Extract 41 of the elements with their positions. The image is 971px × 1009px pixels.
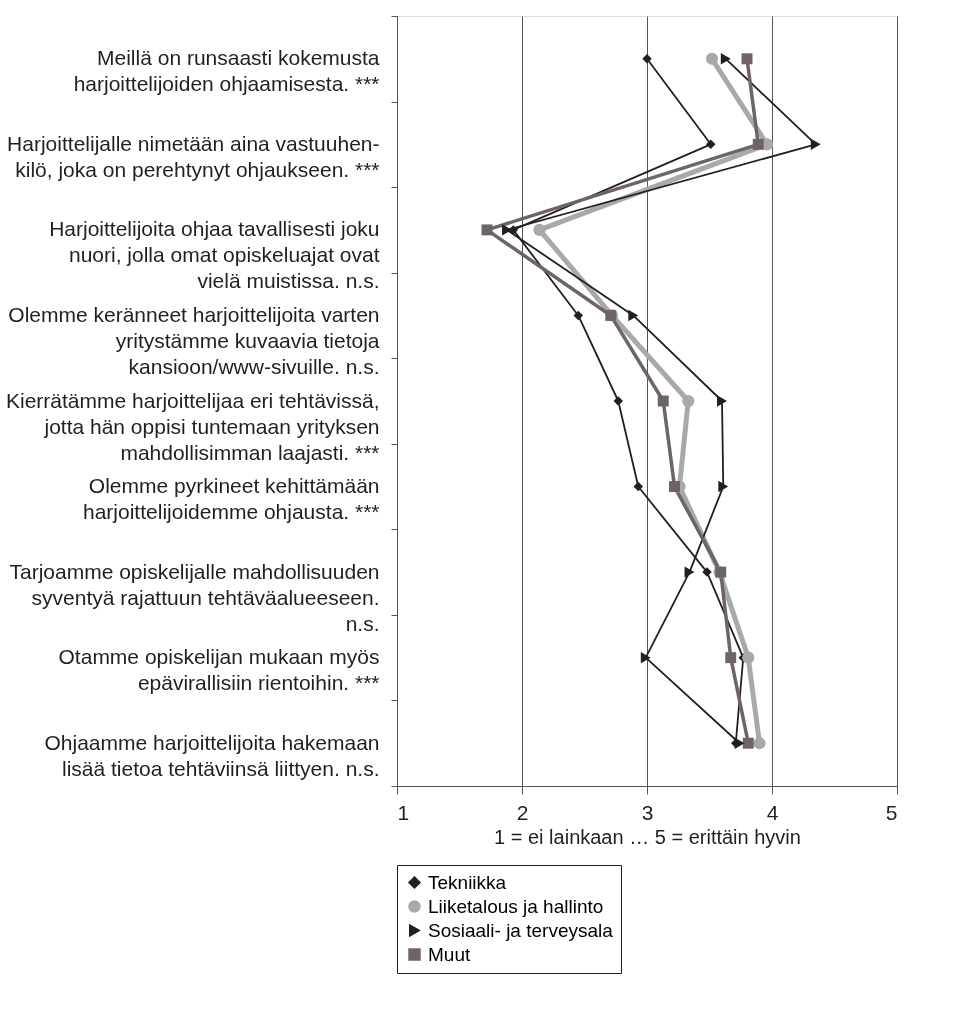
point	[682, 394, 695, 408]
y-tick-label: Tarjoamme opiskelijalle mahdollisuuden syventyä rajattuun tehtäväalueeseen. n.s.	[9, 559, 380, 635]
point	[684, 566, 695, 578]
y-tick-label: Ohjaamme harjoittelijoita hakemaan lisää tietoa tehtäviinsä liittyen. n.s.	[44, 730, 380, 780]
point	[640, 651, 651, 664]
legend-label: Liiketalous ja hallinto	[428, 895, 604, 917]
y-tick-label: Olemme keränneet harjoittelijoita varten yritystämme kuvaavia tietoja kansioon/www-sivuille. n.s.	[8, 302, 380, 378]
y-tick-label: Harjoittelijoita ohjaa tavallisesti joku nuori, jolla omat opiskeluajat ovat vielä muistissa. n.s.	[49, 217, 380, 293]
y-tick-label: Olemme pyrkineet kehittämään harjoittelijoidemme ohjausta. ***	[83, 474, 380, 524]
x-tick-label: 1	[397, 800, 410, 824]
point	[533, 223, 546, 236]
point	[752, 138, 764, 150]
point	[657, 395, 669, 407]
point	[669, 481, 680, 493]
y-tick-label: Harjoittelijalle nimetään aina vastuuhen- kilö, joka on perehtynyt ohjaukseen. ***	[7, 131, 380, 181]
point	[628, 309, 639, 322]
point	[633, 481, 643, 492]
x-axis-title: 1 = ei lainkaan … 5 = erittäin hyvin	[494, 825, 801, 848]
x-tick-label: 5	[885, 800, 898, 824]
point	[705, 52, 719, 65]
point	[720, 53, 731, 65]
point	[725, 652, 737, 664]
point	[742, 737, 754, 749]
point	[481, 224, 493, 236]
point	[753, 737, 766, 750]
legend-label: Tekniikka	[428, 871, 507, 893]
legend-label: Muut	[428, 943, 471, 965]
x-tick-label: 2	[516, 800, 529, 824]
x-tick-label: 4	[766, 800, 779, 824]
point	[741, 53, 753, 65]
x-tick-label: 3	[641, 800, 654, 824]
y-tick-label: Meillä on runsaasti kokemusta harjoittelijoiden ohjaamisesta. ***	[73, 46, 380, 96]
point	[718, 480, 729, 493]
legend-label: Sosiaali- ja terveysala	[428, 919, 614, 941]
point	[717, 395, 727, 407]
point	[742, 651, 755, 664]
y-tick-label: Kierrätämme harjoittelijaa eri tehtävissä, jotta hän oppisi tuntemaan yrityksen mahdollisimman laajasti. ***	[6, 388, 380, 464]
point	[706, 139, 716, 150]
point	[810, 138, 821, 151]
y-tick-label: Otamme opiskelijan mukaan myös epävirallisiin rientoihin. ***	[58, 645, 380, 695]
point	[573, 310, 583, 321]
